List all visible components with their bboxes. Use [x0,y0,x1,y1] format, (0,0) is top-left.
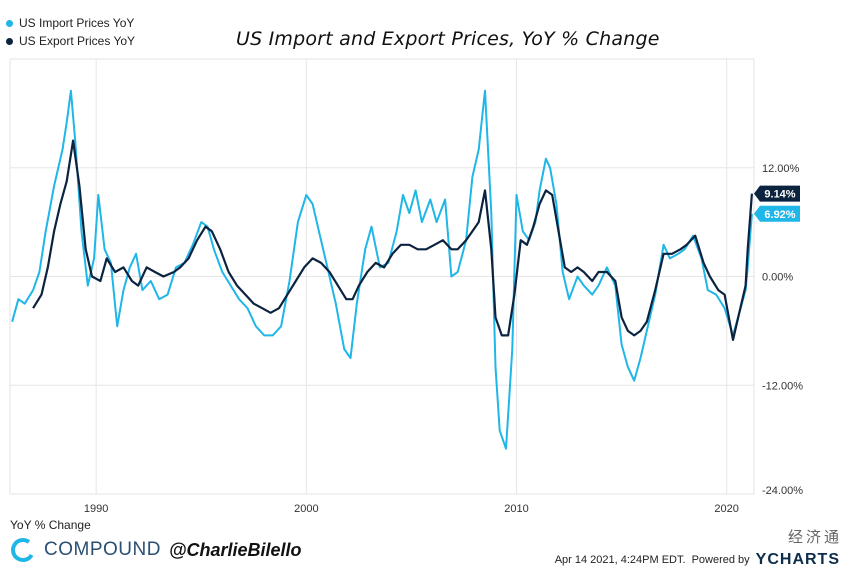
last-value-label-import: 6.92% [764,209,795,221]
y-tick-label: 12.00% [762,163,800,175]
x-tick-label: 1990 [84,503,108,515]
series-line-export [32,139,753,341]
compound-logo-icon [11,538,35,562]
legend-label-export: US Export Prices YoY [19,34,136,48]
powered-by-label: Powered by [691,554,750,566]
timestamp: Apr 14 2021, 4:24PM EDT. [554,554,686,566]
y-tick-label: -24.00% [762,485,803,497]
legend: US Import Prices YoY US Export Prices Yo… [6,14,135,50]
x-tick-label: 2020 [714,503,738,515]
footer-brand: COMPOUND @CharlieBilello [10,537,302,563]
x-tick-label: 2000 [294,503,318,515]
last-value-badge-export [754,185,800,202]
series-line-import [11,89,753,450]
twitter-handle: @CharlieBilello [168,539,302,560]
legend-item-export[interactable]: US Export Prices YoY [6,32,135,50]
ycharts-logo[interactable]: YCHARTS [755,551,840,568]
footer-credit: Apr 14 2021, 4:24PM EDT. Powered by YCHA… [555,551,840,569]
x-tick-label: 2010 [504,503,528,515]
y-tick-label: -12.00% [762,380,803,392]
last-value-label-export: 9.14% [764,189,795,201]
last-value-badge-import [754,205,800,222]
brand-name: COMPOUND [44,539,161,560]
watermark: 经济通 [787,528,842,546]
y-axis-label: YoY % Change [10,518,91,532]
legend-label-import: US Import Prices YoY [19,16,135,30]
legend-item-import[interactable]: US Import Prices YoY [6,14,135,32]
y-tick-label: 0.00% [762,272,793,284]
legend-marker-export [6,37,13,45]
legend-marker-import [6,19,13,27]
chart-title: US Import and Export Prices, YoY % Chang… [236,28,660,50]
